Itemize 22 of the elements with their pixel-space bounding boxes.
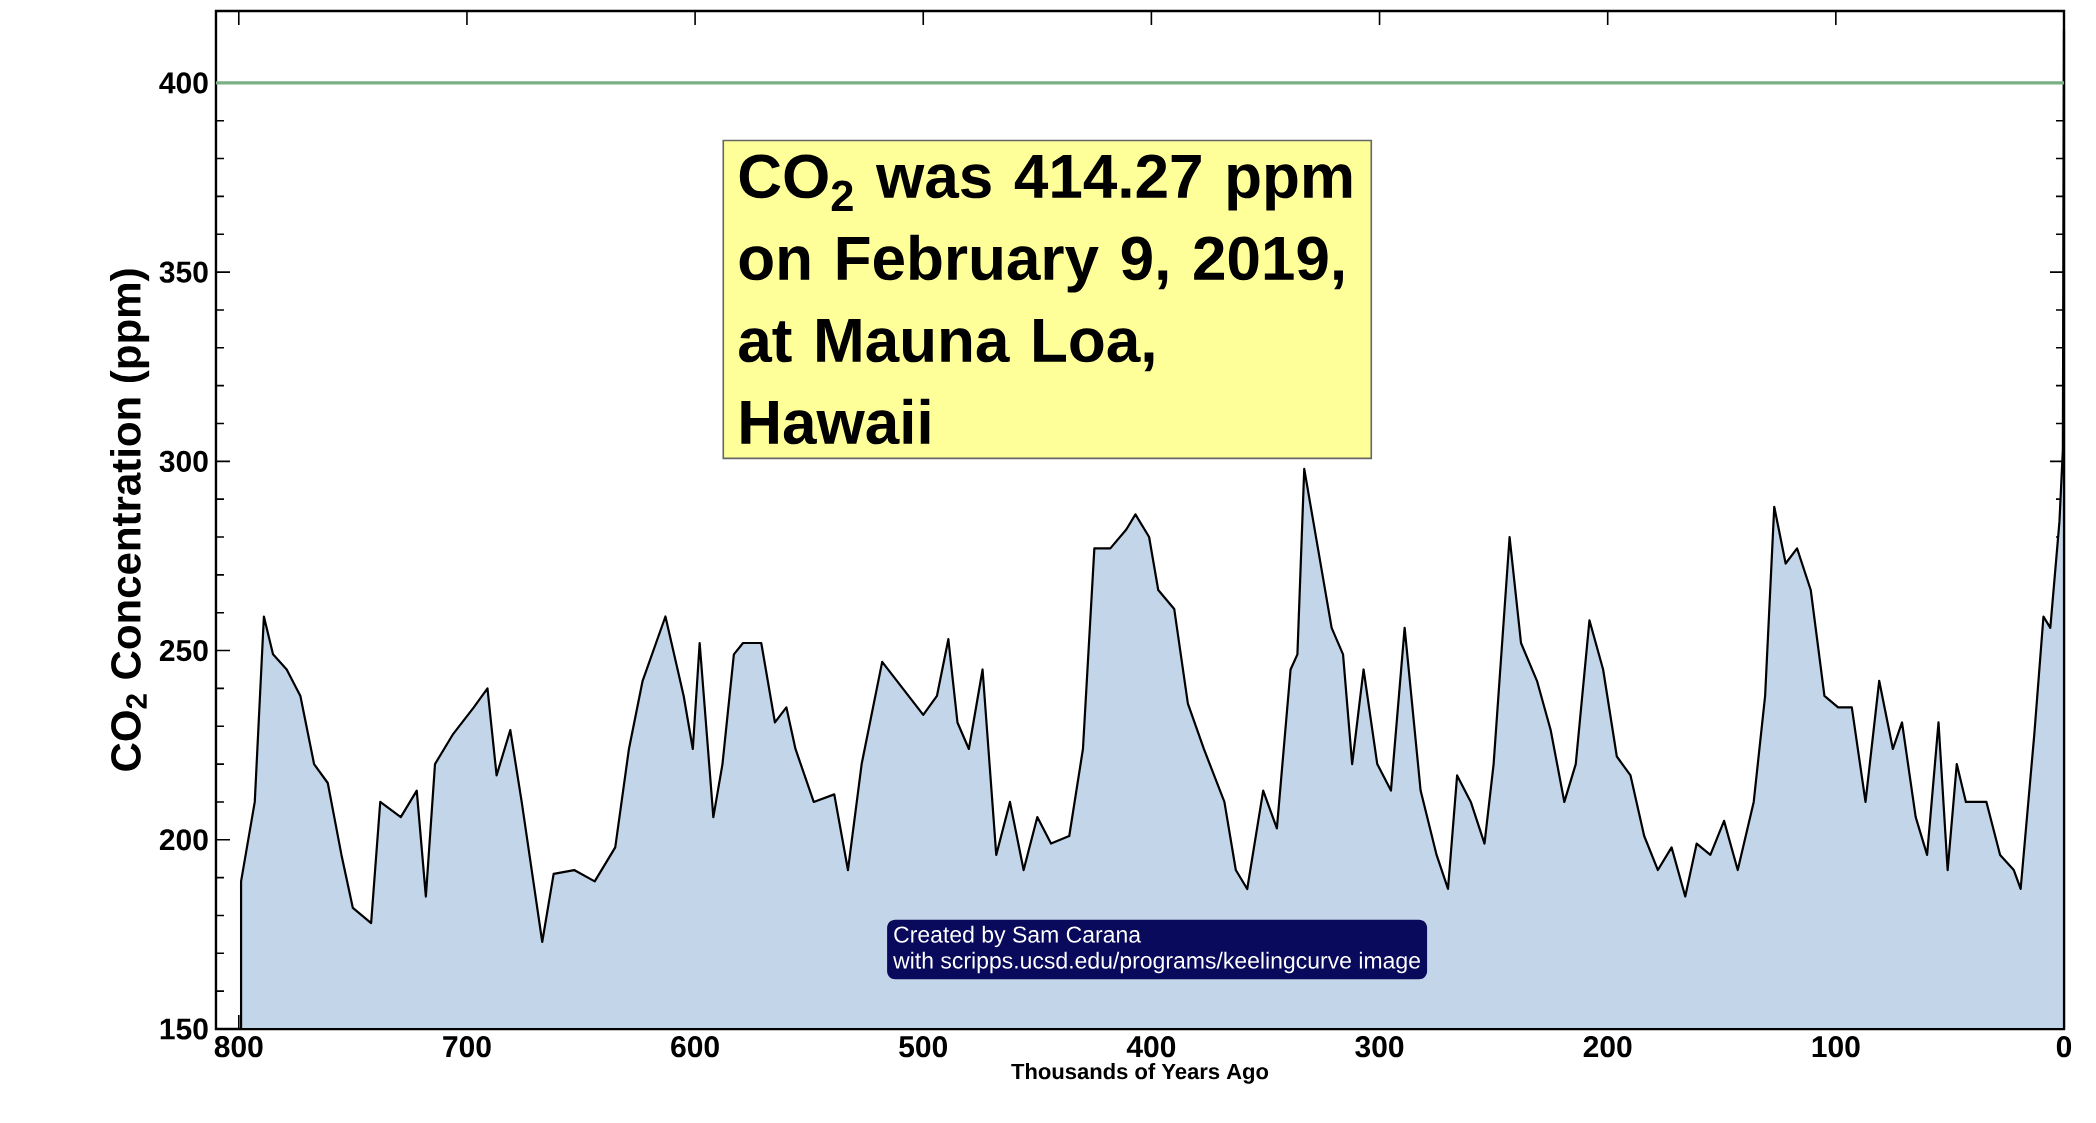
y-tick-label: 250 bbox=[159, 639, 208, 662]
x-axis-title: Thousands of Years Ago bbox=[1011, 1063, 1269, 1084]
annotation: at Mauna Loa, Hawaii bbox=[739, 319, 1154, 445]
y-tick-label: 200 bbox=[159, 829, 208, 851]
annotation: on February 9, 2019, bbox=[739, 234, 1343, 293]
annotation: CO$_{2}$ was 414.27 ppm bbox=[739, 154, 1352, 211]
x-tick-label: 700 bbox=[443, 1036, 491, 1058]
x-tick-label: 0 bbox=[2056, 1036, 2072, 1058]
x-tick-label: 800 bbox=[214, 1036, 263, 1058]
x-tick-label: 400 bbox=[1126, 1036, 1176, 1058]
annotation: Created by Sam Carana bbox=[894, 925, 1142, 948]
y-tick-label: 350 bbox=[159, 261, 208, 283]
y-tick-label: 150 bbox=[160, 1018, 208, 1040]
annotation: with scripps.ucsd.edu/programs/keelingcurve image bbox=[893, 951, 1420, 974]
x-tick-label: 200 bbox=[1583, 1036, 1632, 1058]
x-tick-label: 600 bbox=[671, 1036, 719, 1058]
x-tick-label: 100 bbox=[1812, 1036, 1860, 1058]
y-tick-label: 300 bbox=[159, 450, 208, 472]
y-axis-title: CO$_{2}$ Concentration (ppm) bbox=[109, 269, 150, 771]
y-tick-label: 400 bbox=[159, 72, 208, 94]
x-tick-label: 300 bbox=[1355, 1036, 1404, 1058]
x-tick-label: 500 bbox=[899, 1036, 948, 1058]
